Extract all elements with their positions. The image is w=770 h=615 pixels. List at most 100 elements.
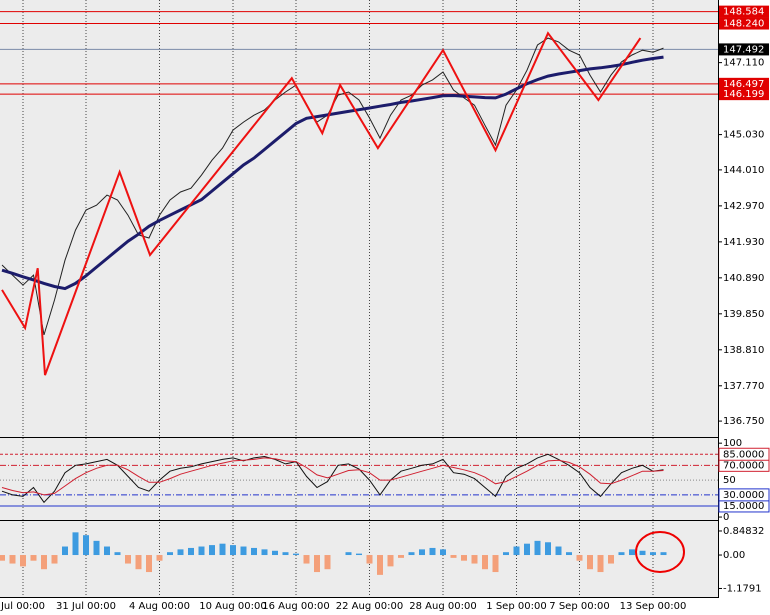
bar (293, 553, 299, 556)
bar (587, 555, 593, 570)
y-tick-label: 0.84832 (723, 526, 764, 537)
plot-background (0, 0, 718, 597)
bar (324, 555, 331, 570)
bar (30, 555, 37, 561)
x-tick-label: 31 Jul 00:00 (56, 601, 116, 612)
y-tick-label: 137.770 (723, 381, 764, 392)
bar (450, 555, 457, 558)
y-tick-label: -1.1791 (723, 583, 762, 594)
bar (650, 552, 656, 556)
bar (209, 545, 215, 556)
level-label: 148.584 (723, 7, 764, 18)
bar (608, 555, 614, 564)
bar (429, 547, 436, 556)
tick-label-box (718, 447, 770, 461)
series-line (1, 453, 664, 504)
bar (366, 555, 373, 564)
x-tick-label: 28 Aug 00:00 (409, 601, 476, 612)
bar (104, 546, 110, 556)
bar (356, 553, 362, 556)
bar (41, 555, 47, 570)
bar (20, 555, 26, 567)
y-tick-label: 145.030 (723, 130, 764, 141)
y-tick-label: 136.750 (723, 416, 764, 427)
bar (524, 543, 530, 556)
level-label-box (719, 17, 769, 30)
y-tick-label: 50 (723, 475, 736, 486)
bar (408, 552, 415, 556)
series-line (1, 31, 642, 376)
bar (534, 540, 541, 556)
bar (419, 549, 425, 556)
level-label: 147.492 (723, 44, 764, 55)
bar (72, 532, 79, 556)
x-tick-label: 7 Sep 00:00 (549, 601, 609, 612)
bar (314, 555, 320, 573)
tick-label-box (718, 488, 770, 502)
bar (513, 546, 520, 556)
bar (261, 549, 268, 556)
level-label-box (719, 77, 769, 90)
bar (9, 555, 16, 564)
bar (156, 555, 163, 561)
bar (398, 555, 404, 558)
bar (618, 552, 625, 556)
y-tick-label: 147.110 (723, 58, 764, 69)
bar (167, 552, 173, 556)
y-tick-label: 70.0000 (723, 460, 764, 471)
bar (251, 547, 257, 556)
x-tick-label: 16 Aug 00:00 (262, 601, 329, 612)
bar (282, 552, 289, 556)
level-label: 146.497 (723, 79, 764, 90)
x-tick-label: Jul 00:00 (0, 601, 45, 612)
y-tick-label: 144.010 (723, 165, 764, 176)
y-tick-label: 15.0000 (723, 501, 764, 512)
level-label: 148.240 (723, 19, 764, 30)
bar (146, 555, 152, 573)
y-tick-label: 141.930 (723, 237, 764, 248)
bar (177, 549, 184, 556)
y-tick-label: 139.850 (723, 309, 764, 320)
bar (135, 555, 142, 570)
bar (303, 555, 310, 564)
bar (503, 552, 509, 556)
x-tick-label: 10 Aug 00:00 (199, 601, 266, 612)
level-label-box (719, 88, 769, 101)
bar (219, 543, 226, 556)
y-tick-label: 0.00 (723, 550, 745, 561)
bar (555, 546, 562, 556)
bar (629, 549, 635, 556)
y-tick-label: 140.890 (723, 273, 764, 284)
bar (377, 555, 383, 575)
bar (387, 555, 394, 567)
level-label: 146.199 (723, 89, 764, 100)
bar (188, 547, 194, 556)
y-tick-label: 138.810 (723, 345, 764, 356)
bar (125, 555, 131, 564)
bar (482, 555, 488, 570)
bar (597, 555, 604, 573)
bar (114, 552, 121, 556)
y-tick-label: 0 (723, 512, 729, 523)
bar (471, 555, 478, 564)
bar (639, 550, 646, 556)
bar (272, 550, 278, 556)
bar (93, 540, 100, 556)
bar (461, 555, 467, 561)
y-tick-label: 30.0000 (723, 490, 764, 501)
x-tick-label: 22 Aug 00:00 (336, 601, 403, 612)
x-tick-label: 1 Sep 00:00 (486, 601, 546, 612)
series-line (1, 55, 664, 291)
bar (240, 546, 247, 556)
bar (230, 545, 236, 556)
level-label-box (719, 5, 769, 18)
x-tick-label: 13 Sep 00:00 (620, 601, 687, 612)
highlight-circle (635, 531, 685, 573)
bar (345, 552, 352, 556)
y-tick-label: 85.0000 (723, 449, 764, 460)
bar (83, 535, 89, 556)
bar (492, 555, 499, 573)
bar (566, 552, 572, 556)
x-tick-label: 4 Aug 00:00 (129, 601, 190, 612)
